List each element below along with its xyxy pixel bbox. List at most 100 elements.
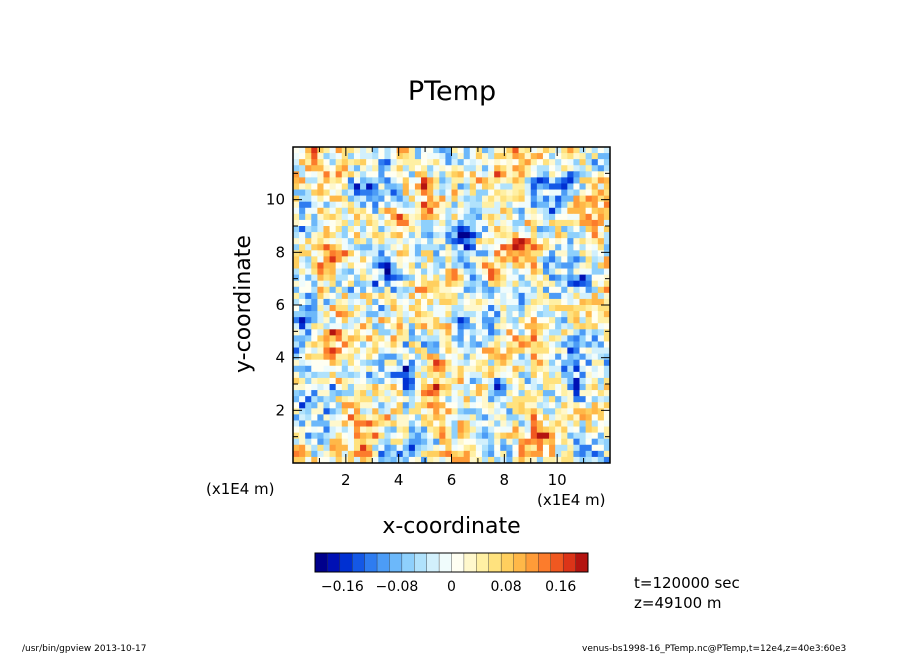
heatmap-cell — [433, 396, 440, 403]
heatmap-cell — [518, 183, 526, 190]
heatmap-cell — [451, 183, 458, 190]
heatmap-cell — [378, 165, 385, 172]
heatmap-cell — [335, 219, 343, 227]
heatmap-cell — [597, 438, 605, 446]
heatmap-cell — [293, 335, 300, 342]
heatmap-cell — [317, 414, 324, 421]
heatmap-cell — [597, 341, 605, 348]
heatmap-cell — [299, 268, 306, 276]
heatmap-cell — [530, 353, 538, 361]
heatmap-cell — [573, 420, 580, 427]
heatmap-cell — [293, 426, 300, 434]
heatmap-cell — [311, 377, 318, 385]
heatmap-cell — [561, 317, 568, 324]
heatmap-cell — [561, 444, 568, 452]
heatmap-cell — [542, 171, 550, 178]
heatmap-cell — [530, 365, 538, 373]
heatmap-cell — [402, 335, 410, 342]
heatmap-cell — [512, 396, 519, 403]
heatmap-cell — [329, 438, 337, 446]
heatmap-cell — [561, 183, 568, 190]
heatmap-cell — [390, 420, 398, 427]
heatmap-cell — [384, 317, 391, 324]
heatmap-cell — [603, 292, 610, 300]
heatmap-cell — [323, 292, 330, 300]
heatmap-cell — [475, 165, 483, 172]
heatmap-cell — [585, 292, 593, 300]
heatmap-cell — [408, 335, 416, 342]
heatmap-cell — [445, 232, 452, 239]
heatmap-cell — [372, 414, 379, 421]
colorbar-swatch — [426, 552, 440, 573]
heatmap-cell — [488, 153, 495, 160]
heatmap-cell — [469, 226, 477, 233]
heatmap-cell — [542, 359, 550, 367]
heatmap-cell — [585, 213, 593, 221]
heatmap-cell — [384, 183, 391, 190]
heatmap-cell — [305, 420, 312, 427]
heatmap-cell — [433, 347, 440, 355]
heatmap-cell — [512, 347, 519, 355]
heatmap-cell — [366, 153, 373, 160]
heatmap-cell — [536, 171, 544, 178]
heatmap-cell — [329, 341, 337, 348]
heatmap-cell — [299, 183, 306, 190]
heatmap-cell — [561, 371, 568, 379]
heatmap-cell — [469, 402, 477, 409]
heatmap-cell — [524, 213, 532, 221]
heatmap-cell — [561, 432, 568, 440]
heatmap-cell — [457, 311, 465, 318]
heatmap-cell — [488, 390, 495, 397]
heatmap-cell — [341, 414, 349, 421]
heatmap-cell — [378, 183, 385, 190]
heatmap-cell — [500, 268, 507, 276]
heatmap-cell — [421, 305, 428, 312]
heatmap-cell — [512, 414, 519, 421]
heatmap-cell — [360, 213, 367, 221]
heatmap-cell — [488, 371, 495, 379]
heatmap-cell — [518, 256, 526, 263]
heatmap-cell — [524, 232, 532, 239]
heatmap-cell — [311, 250, 318, 257]
heatmap-cell — [524, 432, 532, 440]
heatmap-cell — [518, 274, 526, 282]
heatmap-cell — [396, 377, 404, 385]
heatmap-cell — [293, 280, 300, 288]
heatmap-cell — [603, 335, 610, 342]
heatmap-cell — [451, 456, 458, 463]
heatmap-cell — [372, 420, 379, 427]
heatmap-cell — [549, 298, 556, 306]
heatmap-cell — [524, 353, 532, 361]
heatmap-cell — [536, 426, 544, 434]
heatmap-cell — [408, 317, 416, 324]
heatmap-cell — [329, 305, 337, 312]
heatmap-cell — [573, 408, 580, 415]
heatmap-cell — [561, 232, 568, 239]
heatmap-cell — [390, 377, 398, 385]
heatmap-cell — [317, 353, 324, 361]
heatmap-cell — [573, 171, 580, 178]
heatmap-cell — [475, 219, 483, 227]
heatmap-cell — [305, 408, 312, 415]
heatmap-cell — [396, 438, 404, 446]
heatmap-cell — [408, 359, 416, 367]
heatmap-cell — [335, 335, 343, 342]
heatmap-cell — [524, 371, 532, 379]
heatmap-cell — [585, 347, 593, 355]
heatmap-cell — [591, 219, 599, 227]
heatmap-cell — [390, 402, 398, 409]
heatmap-cell — [463, 408, 471, 415]
heatmap-cell — [293, 219, 300, 227]
heatmap-cell — [561, 201, 568, 209]
heatmap-cell — [542, 444, 550, 452]
heatmap-cell — [433, 420, 440, 427]
heatmap-cell — [396, 280, 404, 288]
heatmap-cell — [378, 347, 385, 355]
heatmap-cell — [506, 438, 513, 446]
heatmap-cell — [408, 329, 416, 336]
heatmap-cell — [494, 384, 501, 391]
heatmap-cell — [597, 426, 605, 434]
heatmap-cell — [549, 341, 556, 348]
heatmap-cell — [597, 165, 605, 172]
heatmap-cell — [341, 165, 349, 172]
